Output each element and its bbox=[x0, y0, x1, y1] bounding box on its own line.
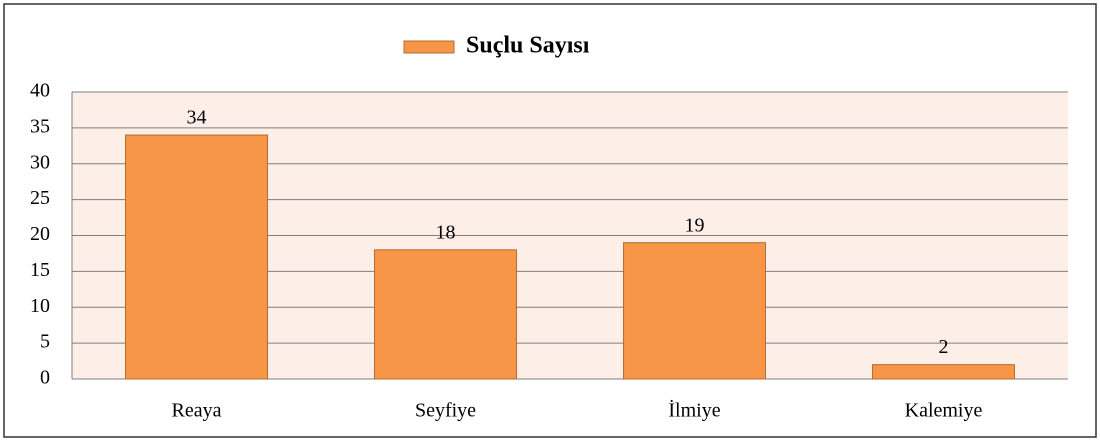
x-tick-label: İlmiye bbox=[668, 399, 720, 422]
y-tick-label: 25 bbox=[30, 187, 50, 209]
y-tick-label: 40 bbox=[30, 80, 50, 102]
y-tick-label: 10 bbox=[30, 295, 50, 317]
y-tick-label: 20 bbox=[30, 223, 50, 245]
y-tick-label: 5 bbox=[40, 331, 50, 353]
y-tick-label: 0 bbox=[40, 367, 50, 389]
data-label: 18 bbox=[436, 221, 456, 243]
data-label: 19 bbox=[685, 214, 705, 236]
data-label: 2 bbox=[939, 336, 949, 358]
data-label: 34 bbox=[187, 107, 207, 129]
y-tick-label: 30 bbox=[30, 151, 50, 173]
legend-swatch bbox=[403, 40, 455, 54]
bar bbox=[872, 364, 1015, 380]
x-tick-label: Kalemiye bbox=[905, 400, 983, 422]
bar bbox=[623, 242, 766, 380]
y-tick-label: 15 bbox=[30, 259, 50, 281]
x-tick-label: Seyfiye bbox=[415, 400, 476, 422]
bar bbox=[125, 134, 268, 380]
legend-label: Suçlu Sayısı bbox=[466, 33, 590, 59]
y-tick-label: 35 bbox=[30, 115, 50, 137]
x-tick-label: Reaya bbox=[172, 400, 222, 422]
bar bbox=[374, 249, 517, 380]
